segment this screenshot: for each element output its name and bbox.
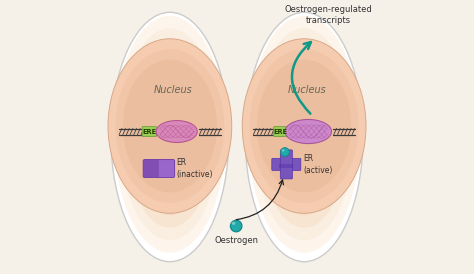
Ellipse shape: [126, 41, 214, 228]
FancyBboxPatch shape: [143, 159, 159, 178]
Ellipse shape: [230, 220, 242, 232]
Ellipse shape: [111, 12, 229, 262]
Ellipse shape: [116, 49, 224, 203]
Ellipse shape: [266, 53, 342, 215]
Ellipse shape: [285, 119, 331, 144]
Text: ER
(inactive): ER (inactive): [177, 158, 213, 179]
Text: ERE: ERE: [274, 129, 288, 135]
Ellipse shape: [257, 60, 351, 192]
Ellipse shape: [260, 41, 348, 228]
Ellipse shape: [156, 121, 197, 142]
Ellipse shape: [137, 66, 202, 203]
Ellipse shape: [281, 148, 289, 156]
FancyBboxPatch shape: [272, 158, 301, 170]
Text: Nucleus: Nucleus: [153, 85, 192, 95]
Ellipse shape: [254, 28, 354, 240]
Ellipse shape: [250, 49, 358, 203]
FancyBboxPatch shape: [273, 127, 288, 136]
Text: ER
(active): ER (active): [303, 154, 333, 175]
Ellipse shape: [120, 28, 220, 240]
FancyBboxPatch shape: [142, 127, 156, 136]
Ellipse shape: [272, 66, 337, 203]
Ellipse shape: [114, 16, 226, 253]
Text: Oestrogen-regulated
transcripts: Oestrogen-regulated transcripts: [285, 5, 373, 25]
Ellipse shape: [231, 222, 236, 225]
Text: ERE: ERE: [142, 129, 156, 135]
Text: Nucleus: Nucleus: [288, 85, 326, 95]
Text: Oestrogen: Oestrogen: [214, 236, 258, 246]
Ellipse shape: [245, 12, 363, 262]
FancyBboxPatch shape: [280, 164, 293, 168]
Ellipse shape: [242, 39, 366, 213]
Ellipse shape: [108, 39, 232, 213]
Ellipse shape: [123, 60, 217, 192]
FancyBboxPatch shape: [143, 159, 174, 178]
FancyBboxPatch shape: [280, 150, 292, 179]
Ellipse shape: [132, 53, 208, 215]
Ellipse shape: [248, 16, 360, 253]
Ellipse shape: [282, 149, 284, 152]
